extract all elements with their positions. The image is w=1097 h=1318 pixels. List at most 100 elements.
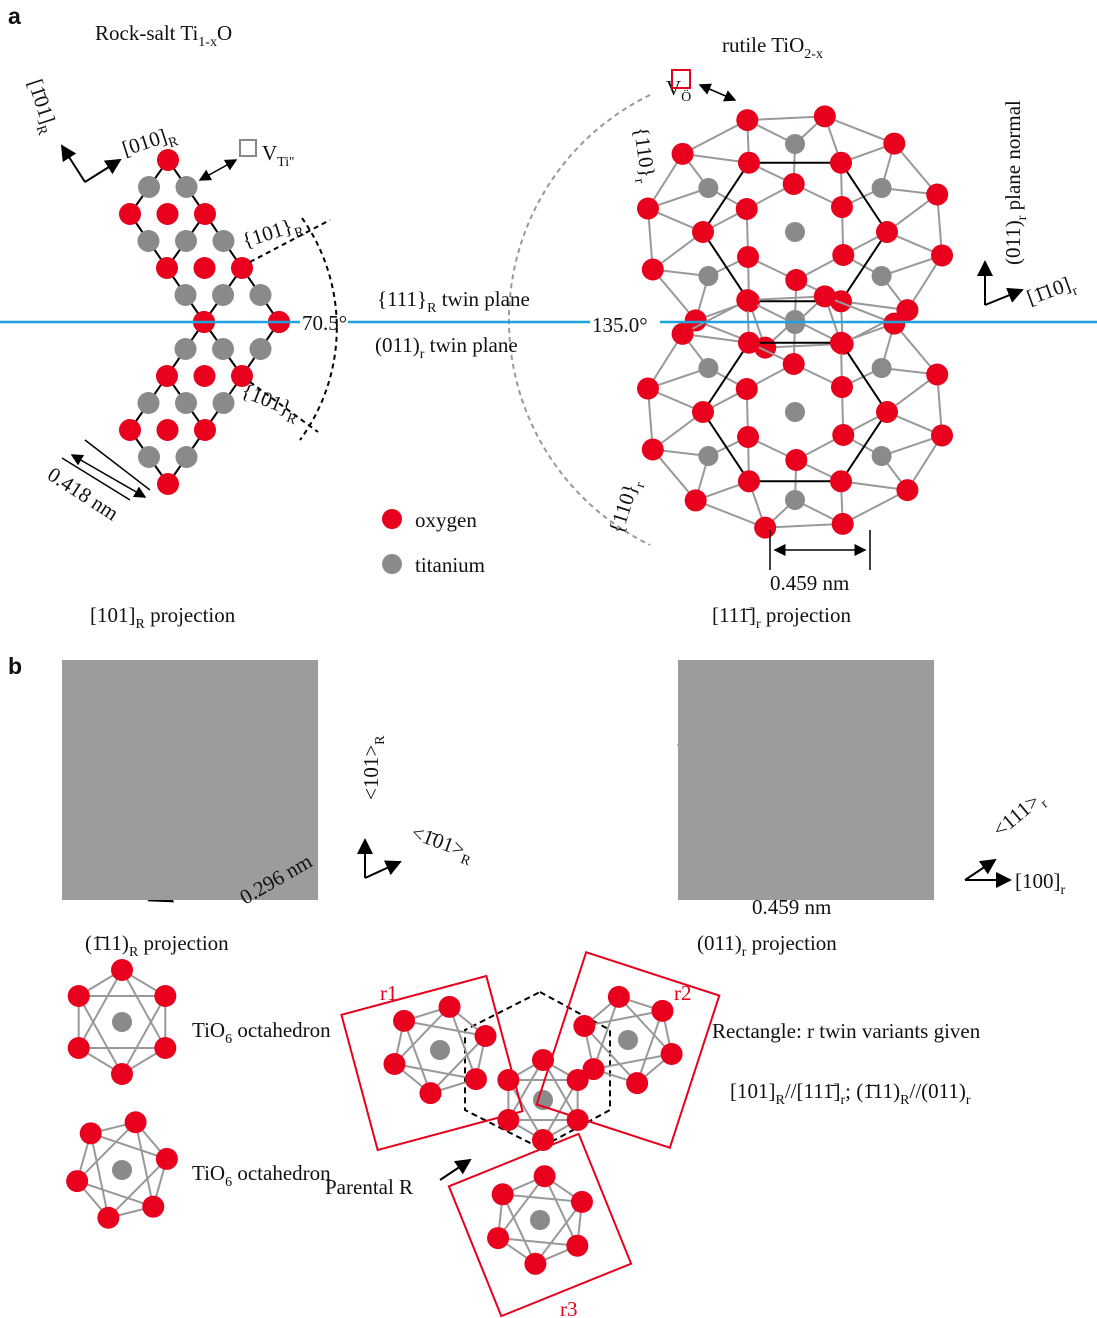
vacancy-label: VTi'': [262, 141, 294, 170]
oxygen-atom: [66, 1170, 88, 1192]
titanium-atom: [175, 284, 197, 306]
oxygen-atom: [830, 332, 852, 354]
text-part: (011): [1001, 220, 1025, 265]
vacancy-label: VÖ: [666, 76, 691, 105]
oxygen-atom: [883, 133, 905, 155]
bond: [696, 500, 766, 527]
text-part: [1̄10]: [1024, 272, 1074, 310]
oxygen-atom: [876, 221, 898, 243]
titanium-atom: [175, 392, 197, 414]
left-title: Rock-salt Ti1-xO: [95, 21, 232, 50]
titanium-atom: [785, 490, 805, 510]
octahedron-label: TiO6 octahedron: [192, 1018, 331, 1047]
axis-label: (011)r plane normal: [1001, 100, 1030, 265]
oxygen-atom: [830, 152, 852, 174]
oxygen-atom: [111, 1063, 133, 1085]
arrow: [85, 160, 120, 182]
subscript: Ti'': [277, 155, 294, 170]
oxygen-atom: [783, 173, 805, 195]
oxygen-atom: [637, 378, 659, 400]
titanium-atom: [175, 230, 197, 252]
arrow: [985, 290, 1022, 305]
oxygen-atom: [642, 439, 664, 461]
oxygen-atom: [194, 365, 216, 387]
text-part: (1̄11): [85, 931, 129, 955]
plane-label: {101}R: [236, 378, 304, 428]
oxygen-atom: [754, 517, 776, 539]
titanium-atom: [138, 230, 160, 252]
plane-label: {110}r: [604, 476, 649, 538]
oxygen-atom: [119, 419, 141, 441]
titanium-atom: [872, 178, 892, 198]
titanium-atom: [112, 1160, 132, 1180]
oxygen-atom: [157, 419, 179, 441]
oxygen-atom: [931, 424, 953, 446]
bond: [765, 524, 842, 528]
oxygen-atom: [157, 203, 179, 225]
bond: [825, 116, 895, 143]
subscript: r: [1070, 283, 1080, 299]
oxygen-atom: [194, 419, 216, 441]
text-part: V: [262, 141, 277, 165]
variant-label: r3: [560, 1297, 578, 1318]
oxygen-atom: [651, 1000, 673, 1022]
oxygen-atom: [524, 1253, 546, 1275]
oxygen-atom: [383, 1053, 405, 1075]
subscript: R: [33, 124, 50, 138]
text-part: twin plane: [424, 333, 517, 357]
titanium-atom: [212, 338, 234, 360]
projection-label: [101]R projection: [90, 603, 236, 632]
text-part: {110}: [604, 481, 643, 537]
oxygen-atom: [419, 1082, 441, 1104]
text-part: [101]: [730, 1079, 776, 1103]
caption: Rectangle: r twin variants given: [712, 1019, 981, 1043]
direction-label: [1̄10]r: [1024, 270, 1081, 314]
relation: [101]R//[111̄]r; (1̄11)R//(011)r: [730, 1079, 971, 1108]
titanium-atom: [430, 1040, 450, 1060]
bond: [584, 1011, 662, 1026]
oxygen-atom: [80, 1122, 102, 1144]
bond: [498, 1238, 577, 1246]
text-part: Rock-salt Ti: [95, 21, 198, 45]
projection-label: [111̄]r projection: [712, 603, 851, 632]
axis-label: <101>R: [359, 735, 388, 800]
oxygen-atom: [785, 269, 807, 291]
oxygen-atom: [931, 244, 953, 266]
text-part: plane normal: [1001, 100, 1025, 216]
text-part: <1̄01>: [408, 820, 468, 861]
oxygen-atom: [567, 1069, 589, 1091]
variant-rectangle: [341, 976, 522, 1150]
text-part: [100]: [1015, 869, 1061, 893]
text-part: TiO: [192, 1018, 225, 1042]
oxygen-atom: [626, 1072, 648, 1094]
angle-label: 70.5°: [302, 311, 347, 335]
text-part: projection: [761, 603, 852, 627]
oxygen-atom: [831, 376, 853, 398]
oxygen-atom: [487, 1227, 509, 1249]
oxygen-atom: [156, 257, 178, 279]
text-part: <101>: [359, 745, 383, 800]
oxygen-atom: [439, 996, 461, 1018]
text-part: [1̄01]: [23, 76, 60, 127]
bond: [404, 1021, 485, 1036]
text-part: {101}: [239, 214, 296, 253]
titanium-atom: [138, 392, 160, 414]
arrow: [62, 146, 85, 182]
titanium-atom: [872, 358, 892, 378]
bond: [394, 1064, 475, 1079]
oxygen-atom: [692, 401, 714, 423]
text-part: (011): [697, 931, 742, 955]
oxygen-atom: [156, 1148, 178, 1170]
oxygen-atom: [926, 183, 948, 205]
direction-label: [1̄01]R: [18, 76, 63, 138]
titanium-atom: [250, 284, 272, 306]
text-part: projection: [746, 931, 837, 955]
titanium-atom: [785, 314, 805, 334]
text-part: {101}: [238, 378, 295, 420]
spacing-label: 0.459 nm: [752, 895, 831, 919]
subscript: R: [373, 735, 388, 745]
titanium-atom: [698, 446, 718, 466]
arrow: [440, 1160, 470, 1180]
oxygen-atom: [785, 449, 807, 471]
oxygen-atom: [571, 1191, 593, 1213]
